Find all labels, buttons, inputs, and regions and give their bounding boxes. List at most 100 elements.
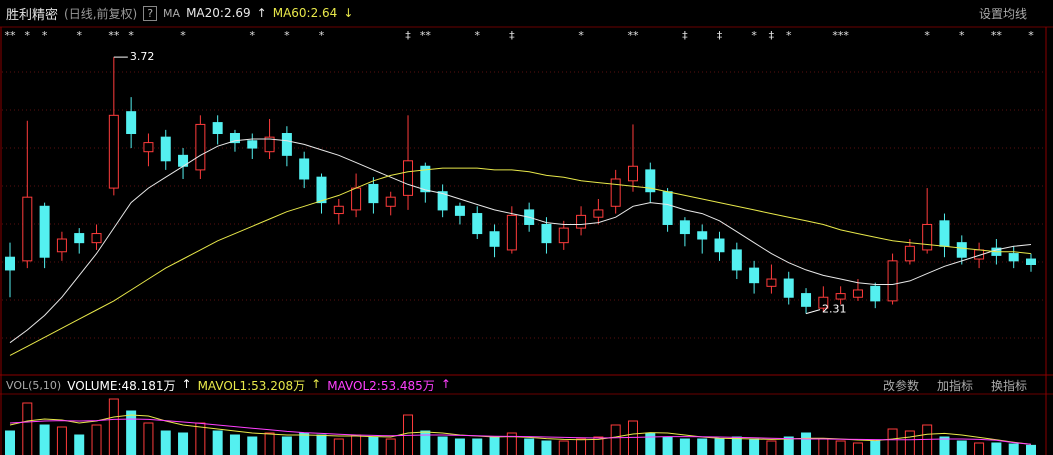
volume-bar: [385, 438, 396, 455]
candle-body: [368, 183, 379, 204]
event-marker: ‡: [682, 29, 688, 42]
event-marker: *: [25, 29, 31, 42]
volume-bar: [5, 430, 15, 455]
volume-bar: [229, 434, 240, 455]
candle-body: [39, 205, 50, 258]
volume-header: VOL(5,10) VOLUME:48.181万 ↑ MAVOL1:53.208万 ↑…: [0, 376, 1053, 394]
volume-bar: [1026, 444, 1036, 455]
volume-bar: [852, 442, 863, 455]
volume-legend: VOLUME:48.181万 ↑ MAVOL1:53.208万 ↑ MAVOL2:53.…: [67, 377, 457, 394]
header: 胜利精密 (日线,前复权) ? MA MA20:2.69 ↑ MA60:2.64 ↓ …: [0, 0, 1053, 26]
event-marker: *: [751, 29, 757, 42]
candle-body: [1026, 258, 1036, 265]
volume-title: VOL(5,10): [6, 378, 62, 392]
event-marker: *: [128, 29, 134, 42]
candle-body: [160, 136, 171, 162]
volume-buttons: 改参数 加指标 换指标: [883, 377, 1033, 394]
volume-bar: [39, 424, 50, 455]
volume-bar: [558, 440, 569, 455]
event-marker: **: [627, 29, 639, 42]
candle-body: [91, 233, 102, 244]
legend-trend: ↑: [311, 376, 322, 391]
candle-body: [56, 238, 67, 253]
volume-bar: [1008, 443, 1019, 455]
legend-label: MA60:2.64: [272, 6, 338, 20]
volume-bar: [870, 440, 881, 455]
candle-body: [108, 114, 119, 189]
candle-body: [299, 158, 310, 180]
indicator-button[interactable]: 换指标: [990, 378, 1027, 393]
candle-body: [887, 260, 898, 302]
candle-body: [74, 233, 85, 244]
volume-bar: [887, 428, 898, 455]
candle-body: [714, 238, 725, 253]
candle-body: [956, 242, 967, 258]
candle-body: [281, 133, 292, 156]
candle-body: [835, 293, 846, 300]
volume-bar: [904, 430, 915, 455]
volume-bar: [299, 432, 310, 455]
legend-trend: ↑: [181, 376, 192, 391]
volume-bar: [576, 438, 587, 455]
volume-bar: [801, 432, 812, 455]
event-marker: *: [474, 29, 480, 42]
volume-bar: [56, 426, 67, 455]
candle-body: [627, 165, 638, 182]
event-marker: ***: [832, 29, 849, 42]
volume-bar: [454, 438, 465, 455]
candle-body: [610, 178, 621, 207]
subtitle: (日线,前复权): [64, 6, 138, 21]
candle-body: [454, 205, 465, 216]
volume-bar: [91, 424, 102, 455]
volume-bar: [264, 432, 275, 455]
volume-bar: [108, 398, 119, 455]
candle-body: [645, 169, 656, 193]
volume-bar: [697, 438, 708, 455]
candle-body: [143, 142, 154, 153]
title: 胜利精密: [6, 7, 59, 23]
candle-body: [195, 123, 206, 171]
volume-bar: [541, 440, 552, 455]
volume-bar: [74, 434, 85, 455]
candle-body: [316, 176, 327, 204]
settings: 设置均线: [979, 5, 1033, 22]
candle-body: [731, 249, 742, 271]
event-marker: *: [76, 29, 82, 42]
event-marker: *: [578, 29, 584, 42]
legend-trend: ↑: [256, 6, 267, 20]
candle-body: [5, 256, 15, 271]
indicator-button[interactable]: 加指标: [936, 378, 973, 393]
volume-bar: [247, 436, 258, 455]
legend-label: MAVOL1:53.208万: [197, 378, 306, 393]
candle-body: [472, 213, 483, 235]
volume-bar: [472, 438, 483, 455]
volume-bar: [835, 440, 846, 455]
candle-body: [420, 165, 431, 193]
settings-button[interactable]: 设置均线: [978, 6, 1027, 21]
volume-bar: [610, 424, 621, 455]
ma-legend: MA20:2.69 ↑ MA60:2.64 ↓: [186, 6, 359, 20]
event-marker: ‡: [769, 29, 775, 42]
event-marker: *: [284, 29, 290, 42]
volume-bar: [939, 436, 950, 455]
event-marker: ‡: [405, 29, 411, 42]
indicator-button[interactable]: 改参数: [882, 378, 919, 393]
volume-bar: [489, 436, 500, 455]
candle-body: [506, 214, 517, 251]
volume-bar: [506, 432, 517, 455]
volume-bar: [160, 430, 171, 455]
volume-bar: [766, 440, 777, 455]
candle-body: [437, 191, 448, 211]
candle-body: [922, 223, 933, 251]
volume-bar: [126, 410, 137, 455]
candle-body: [247, 140, 258, 149]
candle-body: [351, 187, 362, 211]
help-button[interactable]: ?: [143, 5, 158, 21]
candle-body: [870, 285, 881, 302]
volume-bar: [593, 436, 604, 455]
candle-body: [541, 223, 552, 244]
annotation: 3.72: [130, 50, 155, 63]
event-marker: *: [924, 29, 930, 42]
volume-bar: [714, 438, 725, 455]
